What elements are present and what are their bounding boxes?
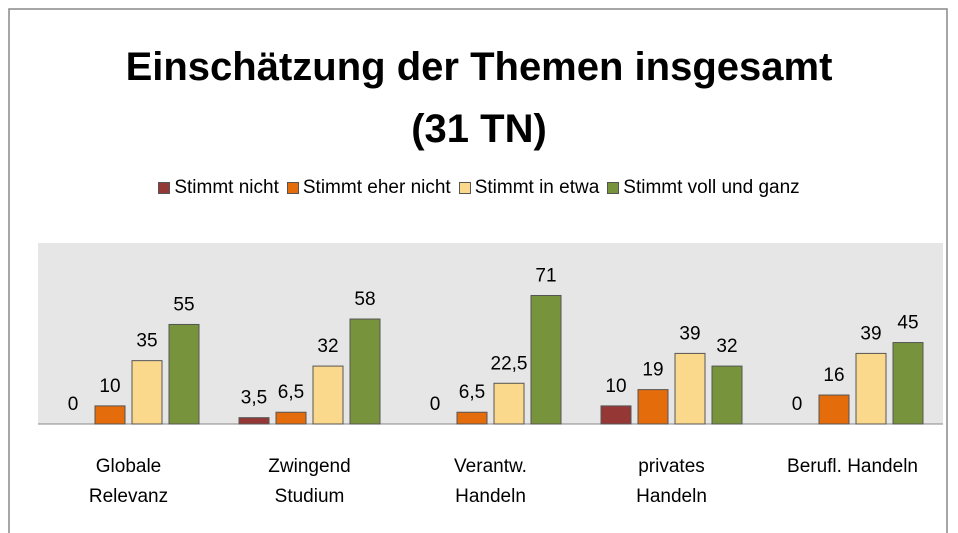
value-label: 10 <box>605 376 626 397</box>
value-label: 19 <box>642 360 663 381</box>
bar <box>456 411 488 425</box>
value-label: 32 <box>317 336 338 357</box>
value-label: 55 <box>173 294 194 315</box>
value-label: 6,5 <box>278 382 304 403</box>
bar <box>349 318 381 425</box>
legend: Stimmt nicht Stimmt eher nicht Stimmt in e… <box>0 177 958 199</box>
legend-label: Stimmt voll und ganz <box>623 177 800 198</box>
bar <box>530 294 562 425</box>
x-tick-label: Verantw. Handeln <box>454 456 527 507</box>
x-tick-label: Berufl. Handeln <box>787 456 918 477</box>
legend-item: Stimmt voll und ganz <box>607 177 800 199</box>
value-label: 10 <box>99 376 120 397</box>
value-label: 16 <box>823 365 844 386</box>
chart-title: Einschätzung der Themen insgesamt (31 TN… <box>125 45 833 151</box>
bar <box>493 382 525 425</box>
value-label: 58 <box>354 289 375 310</box>
value-label: 39 <box>679 323 700 344</box>
bar <box>312 365 344 425</box>
value-label: 35 <box>136 331 157 352</box>
bar <box>818 394 850 425</box>
legend-label: Stimmt eher nicht <box>302 177 451 198</box>
value-label: 71 <box>535 265 556 286</box>
legend-item: Stimmt eher nicht <box>286 177 451 199</box>
legend-item: Stimmt nicht <box>158 177 279 199</box>
value-label: 39 <box>860 323 881 344</box>
value-label: 0 <box>792 394 803 415</box>
bar <box>855 352 887 425</box>
x-tick-label: Zwingend Studium <box>268 456 351 507</box>
x-tick-label: privates Handeln <box>636 456 707 507</box>
value-label: 3,5 <box>241 388 267 409</box>
bar <box>637 389 669 425</box>
bar <box>275 411 307 425</box>
x-tick-label: Globale Relevanz <box>88 456 169 507</box>
value-label: 22,5 <box>491 353 528 374</box>
bar <box>94 405 126 425</box>
value-label: 0 <box>430 394 441 415</box>
bar <box>711 365 743 425</box>
legend-label: Stimmt in etwa <box>474 177 600 198</box>
value-label: 0 <box>68 394 79 415</box>
bar <box>674 352 706 425</box>
legend-swatch <box>286 182 299 194</box>
bar <box>238 417 270 425</box>
bar <box>131 360 163 425</box>
frame <box>8 8 948 533</box>
value-label: 32 <box>716 336 737 357</box>
value-label: 45 <box>897 313 918 334</box>
legend-swatch <box>607 182 620 194</box>
legend-label: Stimmt nicht <box>174 177 279 198</box>
value-label: 6,5 <box>459 382 485 403</box>
legend-item: Stimmt in etwa <box>458 177 600 199</box>
bar <box>892 342 924 425</box>
bar <box>600 405 632 425</box>
bar <box>168 323 200 425</box>
legend-swatch <box>158 182 171 194</box>
legend-swatch <box>458 182 471 194</box>
